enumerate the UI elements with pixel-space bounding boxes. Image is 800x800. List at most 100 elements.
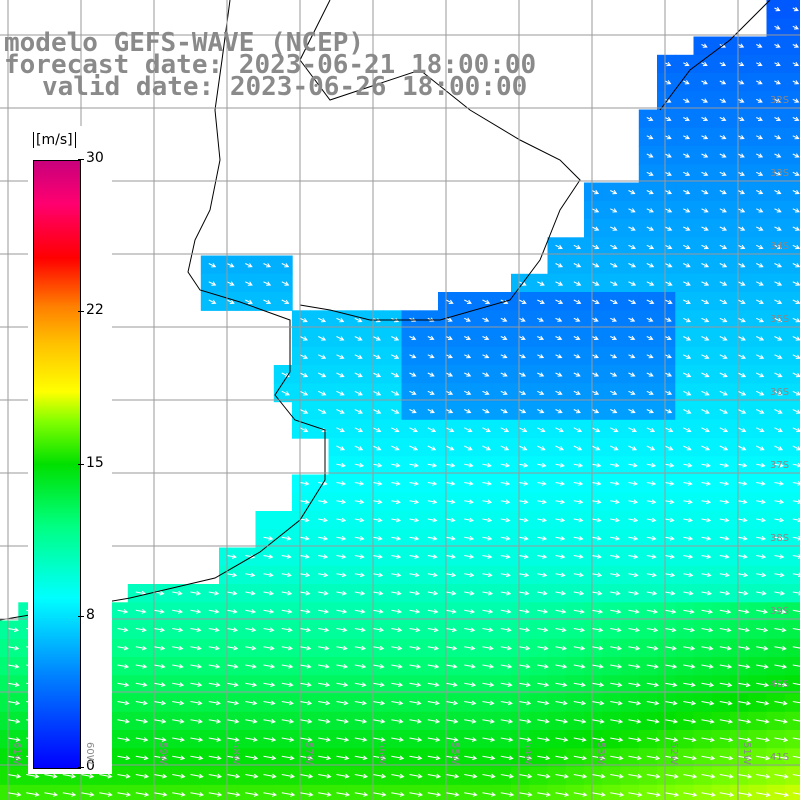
wind-arrow: [135, 718, 149, 724]
wind-arrow: [664, 171, 672, 176]
wind-arrow: [299, 773, 314, 779]
wind-arrow: [664, 664, 678, 669]
wind-arrow: [409, 755, 423, 761]
wind-arrow: [774, 481, 785, 486]
wind-arrow: [756, 390, 765, 396]
wind-arrow: [756, 664, 769, 669]
wind-arrow: [555, 390, 563, 395]
wind-cell: [730, 328, 749, 348]
wind-arrow: [664, 299, 673, 304]
wind-cell: [438, 602, 457, 622]
wind-cell: [237, 620, 257, 640]
lon-label: 59W: [157, 742, 168, 765]
wind-cell: [255, 255, 275, 275]
wind-arrow: [445, 590, 457, 596]
wind-cell: [748, 784, 768, 800]
wind-arrow: [537, 718, 550, 724]
wind-cell: [565, 766, 585, 786]
wind-arrow: [610, 645, 623, 651]
wind-arrow: [573, 792, 588, 797]
wind-arrow: [427, 481, 438, 486]
wind-arrow: [646, 354, 654, 359]
wind-cell: [365, 766, 384, 786]
wind-cell: [146, 638, 165, 658]
wind-cell: [547, 748, 567, 768]
wind-cell: [310, 328, 330, 348]
wind-arrow: [245, 627, 257, 633]
wind-cell: [419, 711, 439, 731]
wind-cell: [255, 748, 275, 768]
wind-arrow: [792, 80, 800, 85]
wind-cell: [383, 711, 403, 731]
wind-cell: [711, 109, 731, 129]
wind-arrow: [500, 481, 511, 486]
wind-cell: [657, 492, 676, 512]
wind-arrow: [683, 61, 690, 67]
wind-cell: [292, 584, 311, 603]
wind-arrow: [318, 499, 328, 505]
wind-cell: [693, 54, 713, 74]
wind-arrow: [737, 499, 748, 505]
wind-arrow: [610, 354, 618, 359]
wind-cell: [401, 474, 421, 494]
wind-cell: [492, 638, 512, 658]
wind-arrow: [62, 773, 77, 779]
wind-arrow: [372, 354, 382, 359]
wind-arrow: [153, 645, 166, 651]
wind-arrow: [391, 390, 400, 396]
wind-arrow: [427, 427, 437, 433]
wind-arrow: [500, 755, 514, 761]
lon-label: 55W: [449, 742, 460, 765]
wind-arrow: [226, 792, 241, 797]
wind-cell: [492, 693, 512, 713]
wind-cell: [529, 511, 549, 530]
wind-cell: [273, 730, 293, 749]
wind-cell: [438, 401, 457, 421]
wind-arrow: [555, 682, 568, 687]
wind-cell: [456, 419, 476, 439]
wind-arrow: [172, 773, 186, 779]
wind-arrow: [701, 590, 713, 596]
wind-cell: [0, 766, 19, 786]
wind-arrow: [153, 792, 168, 797]
wind-cell: [109, 602, 129, 622]
wind-cell: [328, 383, 348, 403]
wind-cell: [766, 54, 786, 74]
wind-cell: [693, 711, 713, 731]
wind-arrow: [737, 700, 752, 706]
wind-arrow: [226, 609, 238, 614]
wind-cell: [638, 657, 658, 676]
wind-arrow: [683, 135, 691, 140]
wind-arrow: [719, 80, 727, 85]
wind-arrow: [372, 700, 386, 706]
wind-arrow: [737, 682, 751, 688]
wind-cell: [784, 474, 800, 494]
wind-arrow: [281, 554, 292, 559]
wind-cell: [310, 602, 330, 622]
wind-cell: [328, 565, 348, 585]
wind-arrow: [756, 774, 771, 779]
wind-arrow: [427, 590, 439, 596]
wind-cell: [657, 365, 676, 384]
wind-cell: [784, 711, 800, 731]
wind-cell: [292, 638, 311, 658]
wind-cell: [748, 127, 768, 147]
wind-cell: [492, 657, 512, 676]
wind-arrow: [774, 372, 783, 378]
wind-cell: [547, 784, 567, 800]
wind-cell: [675, 438, 695, 457]
wind-cell: [182, 584, 202, 603]
wind-cell: [766, 529, 786, 549]
wind-cell: [310, 383, 330, 403]
wind-arrow: [445, 372, 454, 377]
wind-cell: [784, 109, 800, 129]
wind-cell: [292, 310, 311, 330]
wind-cell: [711, 383, 731, 403]
wind-cell: [675, 492, 695, 512]
wind-arrow: [263, 263, 272, 268]
wind-cell: [438, 383, 457, 403]
wind-cell: [328, 657, 348, 676]
wind-arrow: [281, 792, 296, 797]
wind-arrow: [464, 390, 472, 395]
